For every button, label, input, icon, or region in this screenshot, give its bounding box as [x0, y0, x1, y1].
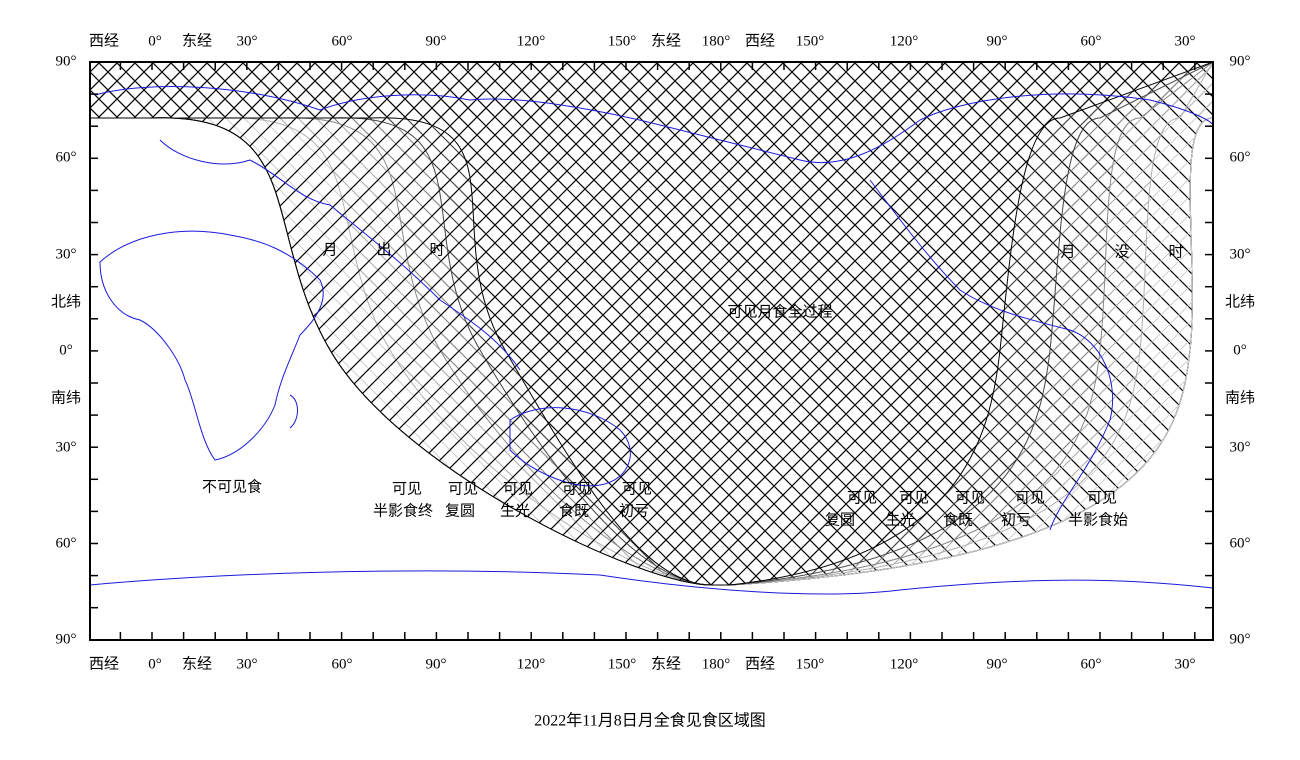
top-axis-label: 西经	[89, 32, 119, 49]
caption: 2022年11月8日月全食见食区域图	[534, 712, 765, 730]
moonrise-label: 出	[376, 241, 391, 258]
left-axis-label: 南纬	[51, 389, 81, 406]
left-axis-label: 60°	[56, 149, 77, 165]
bottom-axis-label: 东经	[651, 655, 681, 672]
right-axis-label: 90°	[1230, 631, 1251, 647]
top-axis-label: 90°	[426, 33, 447, 49]
top-axis-label: 90°	[987, 33, 1008, 49]
left-axis-label: 0°	[59, 342, 73, 358]
phase-label: 半影食始	[1068, 511, 1128, 528]
full-visible-label: 可见月食全过程	[727, 302, 832, 320]
phase-label: 可见	[448, 481, 478, 497]
right-axis-label: 90°	[1230, 53, 1251, 69]
phase-label: 生光	[500, 502, 530, 519]
left-axis-label: 30°	[56, 439, 77, 455]
bottom-axis-label: 90°	[987, 656, 1008, 672]
right-axis-label: 60°	[1230, 535, 1251, 551]
bottom-axis-label: 西经	[89, 655, 119, 672]
left-axis-label: 北纬	[51, 293, 81, 310]
right-axis-label: 南纬	[1225, 389, 1255, 406]
left-axis-label: 90°	[56, 53, 77, 69]
moonrise-label: 时	[429, 241, 444, 258]
top-axis-label: 东经	[182, 32, 212, 49]
left-axis-label: 60°	[56, 535, 77, 551]
bottom-axis-label: 150°	[608, 656, 637, 672]
left-axis-label: 30°	[56, 246, 77, 262]
moonset-label: 没	[1114, 243, 1129, 260]
bottom-axis-label: 180°	[702, 656, 731, 672]
east-band	[90, 62, 1213, 586]
top-axis-label: 60°	[332, 33, 353, 49]
top-axis-label: 120°	[517, 33, 546, 49]
bottom-axis-label: 120°	[517, 656, 546, 672]
labels: 西经西经0°0°东经东经30°30°60°60°90°90°120°120°15…	[51, 32, 1255, 729]
moonset-label: 时	[1168, 243, 1183, 260]
bottom-axis-label: 东经	[182, 655, 212, 672]
top-axis-label: 150°	[608, 33, 637, 49]
phase-label: 可见	[503, 481, 533, 497]
top-axis-label: 东经	[651, 32, 681, 49]
phase-label: 食既	[943, 511, 973, 528]
bottom-axis-label: 60°	[332, 656, 353, 672]
phase-label: 可见	[622, 481, 652, 497]
bottom-axis-label: 60°	[1081, 656, 1102, 672]
phase-label: 半影食终	[373, 502, 433, 519]
phase-label: 复圆	[825, 510, 855, 528]
top-axis-label: 西经	[745, 32, 775, 49]
top-axis-label: 150°	[796, 33, 825, 49]
phase-label: 复圆	[445, 501, 475, 519]
phase-label: 初亏	[619, 502, 649, 519]
right-axis-label: 北纬	[1225, 293, 1255, 310]
top-axis-label: 30°	[237, 33, 258, 49]
frame-ticks	[90, 62, 1213, 641]
left-axis-label: 90°	[56, 631, 77, 647]
not-visible-label: 不可见食	[202, 478, 262, 495]
bottom-axis-label: 西经	[745, 655, 775, 672]
top-axis-label: 30°	[1175, 33, 1196, 49]
right-axis-label: 30°	[1230, 246, 1251, 262]
phase-label: 初亏	[1001, 511, 1031, 528]
moonset-label: 月	[1060, 244, 1075, 260]
bottom-axis-label: 120°	[890, 656, 919, 672]
right-axis-label: 0°	[1233, 342, 1247, 358]
phase-label: 生光	[885, 511, 915, 528]
phase-label: 可见	[955, 490, 985, 506]
bottom-axis-label: 90°	[426, 656, 447, 672]
top-axis-label: 180°	[702, 33, 731, 49]
top-axis-label: 60°	[1081, 33, 1102, 49]
right-axis-label: 30°	[1230, 439, 1251, 455]
bottom-axis-label: 30°	[237, 656, 258, 672]
right-axis-label: 60°	[1230, 149, 1251, 165]
visibility-bands	[90, 62, 1213, 586]
top-axis-label: 120°	[890, 33, 919, 49]
phase-label: 可见	[899, 490, 929, 506]
bottom-axis-label: 150°	[796, 656, 825, 672]
bottom-axis-label: 0°	[148, 656, 162, 672]
phase-label: 可见	[1087, 490, 1117, 506]
phase-label: 可见	[1015, 490, 1045, 506]
phase-label: 可见	[562, 481, 592, 497]
coastlines	[90, 86, 1213, 595]
top-axis-label: 0°	[148, 33, 162, 49]
moonrise-label: 月	[322, 242, 337, 258]
phase-label: 可见	[392, 481, 422, 497]
phase-label: 可见	[847, 490, 877, 506]
bottom-axis-label: 30°	[1175, 656, 1196, 672]
phase-label: 食既	[559, 502, 589, 519]
